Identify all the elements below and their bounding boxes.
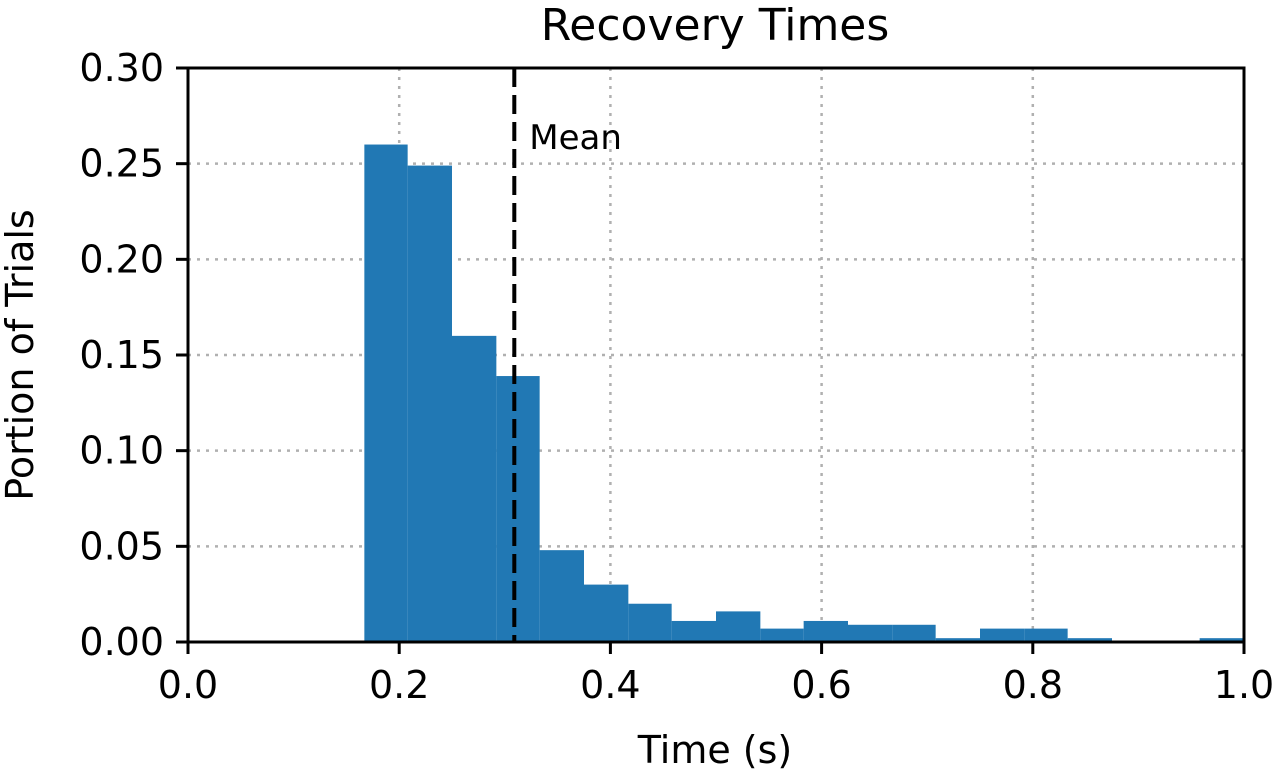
- histogram-bar: [1199, 638, 1244, 642]
- histogram-bar: [496, 376, 540, 642]
- histogram-bar: [584, 584, 629, 642]
- mean-marker: Mean: [512, 68, 622, 642]
- x-tick-label: 0.0: [158, 663, 218, 707]
- x-tick-label: 0.8: [1003, 663, 1063, 707]
- histogram-bar: [803, 620, 848, 642]
- histogram-bar: [671, 620, 716, 642]
- y-tick-label: 0.20: [79, 237, 164, 281]
- histogram-bar: [1024, 628, 1068, 642]
- histogram-bar: [716, 611, 761, 642]
- x-tick-label: 0.6: [791, 663, 851, 707]
- y-tick-label: 0.05: [79, 524, 164, 568]
- histogram-bars: [364, 144, 1244, 643]
- histogram-bar: [980, 628, 1025, 642]
- histogram-bar: [628, 603, 672, 642]
- chart-title: Recovery Times: [541, 0, 890, 51]
- histogram-bar: [935, 638, 980, 642]
- grid-lines: [186, 66, 1246, 644]
- y-axis-title: Portion of Trials: [0, 209, 42, 500]
- y-tick-label: 0.00: [79, 620, 164, 664]
- histogram-bar: [364, 144, 408, 643]
- x-tick-label: 0.4: [580, 663, 640, 707]
- histogram-bar: [892, 624, 936, 642]
- histogram-bar: [848, 624, 893, 642]
- x-axis-title: Time (s): [637, 728, 793, 772]
- y-tick-label: 0.25: [79, 142, 164, 186]
- histogram-bar: [407, 165, 452, 642]
- x-tick-label: 1.0: [1214, 663, 1274, 707]
- axis-ticks: 0.0 0.2 0.4 0.6 0.8 1.0 0.00 0.05 0.10 0.15 0.20 0.…: [79, 46, 1274, 707]
- histogram-bar: [760, 628, 804, 642]
- histogram-bar: [452, 335, 497, 642]
- y-tick-label: 0.15: [79, 333, 164, 377]
- histogram-bar: [539, 550, 584, 642]
- y-tick-label: 0.10: [79, 429, 164, 473]
- y-tick-label: 0.30: [79, 46, 164, 90]
- plot-frame: [186, 66, 1246, 644]
- histogram-bar: [1067, 638, 1112, 642]
- x-tick-label: 0.2: [369, 663, 429, 707]
- mean-label: Mean: [529, 118, 622, 158]
